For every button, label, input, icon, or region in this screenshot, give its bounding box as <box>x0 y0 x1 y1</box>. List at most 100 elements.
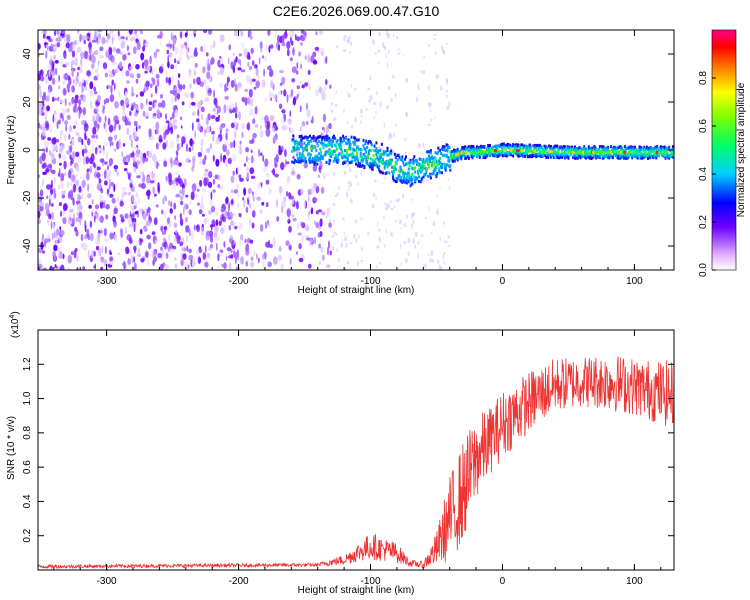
spectrogram-cell <box>199 179 203 187</box>
spectrogram-cell <box>407 251 410 257</box>
spectrogram-cell <box>220 213 223 218</box>
spectrogram-cell <box>358 234 360 239</box>
spectrogram-cell <box>168 220 172 228</box>
spectrogram-cell <box>58 236 63 243</box>
spectrogram-cell <box>118 139 121 149</box>
spectrogram-cell <box>96 94 102 103</box>
spectrogram-cell <box>129 73 134 78</box>
spectrogram-cell <box>398 219 402 225</box>
spectrogram-cell <box>256 196 261 201</box>
ridge-cell <box>316 155 319 159</box>
spectrogram-cell <box>304 224 310 232</box>
spectrogram-cell <box>385 30 388 36</box>
spectrogram-cell <box>202 158 206 166</box>
ridge-cell <box>649 153 652 157</box>
spectrogram-cell <box>109 70 112 74</box>
ridge-cell <box>385 171 388 175</box>
spectrogram-cell <box>274 30 278 37</box>
spectrogram-cell <box>125 70 130 77</box>
spectrogram-cell <box>89 165 92 174</box>
spectrogram-cell <box>72 79 75 84</box>
spectrogram-cell <box>162 142 167 150</box>
ridge-cell <box>585 151 588 155</box>
spectrogram-cell <box>213 40 216 48</box>
ridge-cell <box>385 153 388 157</box>
ridge-cell <box>598 145 601 149</box>
ridge-cell <box>668 145 671 149</box>
spectrogram-cell <box>142 110 146 117</box>
spectrogram-cell <box>182 84 186 90</box>
ridge-cell <box>563 145 566 149</box>
spectrogram-cell <box>80 51 85 60</box>
spectrogram-cell <box>196 118 200 123</box>
spectrogram-cell <box>41 263 44 270</box>
ridge-cell <box>292 134 295 138</box>
spectrogram-cell <box>395 199 399 202</box>
ridge-cell <box>327 151 330 155</box>
ridge-cell <box>356 159 359 163</box>
spectrogram-cell <box>45 95 50 102</box>
ridge-cell <box>315 148 318 152</box>
spectrogram-cell <box>329 84 332 89</box>
spectrogram-cell <box>92 161 96 167</box>
spectrogram-cell <box>178 55 182 63</box>
spectrogram-cell <box>209 198 213 206</box>
spectrogram-cell <box>76 255 79 262</box>
ridge-cell <box>550 145 552 149</box>
spectrogram-cell <box>105 39 109 44</box>
spectrogram-cell <box>62 217 67 225</box>
ridge-cell <box>532 150 535 154</box>
spectrogram-cell <box>62 203 68 212</box>
spectrogram-cell <box>346 260 350 265</box>
ridge-cell <box>329 149 332 153</box>
spectrogram-cell <box>155 204 159 208</box>
ridge-cell <box>550 155 552 159</box>
ridge-cell <box>508 146 511 150</box>
spectrogram-cell <box>208 171 213 178</box>
ridge-cell <box>578 154 581 158</box>
spectrogram-cell <box>388 33 390 38</box>
ridge-cell <box>432 161 435 165</box>
ridge-cell <box>404 157 406 161</box>
spectrogram-cell <box>117 30 120 37</box>
ridge-cell <box>409 161 412 164</box>
spectrogram-cell <box>210 76 213 82</box>
spectrogram-cell <box>301 234 304 243</box>
spectrogram-cell <box>413 162 417 165</box>
spectrogram-cell <box>202 252 207 260</box>
ridge-peak <box>533 149 537 153</box>
spectrogram-cell <box>96 66 99 74</box>
colorbar-gradient <box>711 29 737 271</box>
ridge-cell <box>322 146 325 150</box>
spectrogram-cell <box>101 245 104 254</box>
spectrogram-cell <box>136 160 141 166</box>
ridge-cell <box>501 152 503 156</box>
spectrogram-cell <box>69 125 72 133</box>
spectrogram-cell <box>75 179 79 187</box>
ridge-cell <box>344 136 347 140</box>
spectrogram-cell <box>416 97 418 103</box>
spectrogram-cell <box>69 181 74 187</box>
spectrogram-cell <box>106 152 108 160</box>
ridge-cell <box>378 160 381 164</box>
spectrogram-cell <box>427 84 430 91</box>
ridge-cell <box>388 171 391 175</box>
ridge-cell <box>308 142 310 146</box>
spectrogram-cell <box>447 178 450 181</box>
spectrogram-cell <box>55 237 58 244</box>
spectrogram-cell <box>186 245 189 252</box>
ridge-cell <box>324 150 327 154</box>
spectrogram-cell <box>374 179 377 183</box>
spectrogram-cell <box>52 250 57 259</box>
spectrogram-cell <box>83 123 89 132</box>
ridge-cell <box>435 166 438 169</box>
spectrogram-cell <box>60 142 65 150</box>
ridge-cell <box>609 152 612 156</box>
spectrogram-cell <box>252 118 256 125</box>
spectrogram-cell <box>141 62 145 69</box>
spectrogram-cell <box>144 42 149 47</box>
spectrogram-cell <box>298 92 300 96</box>
ridge-cell <box>634 145 636 149</box>
ridge-cell <box>570 150 573 154</box>
spectrogram-cell <box>160 246 163 251</box>
